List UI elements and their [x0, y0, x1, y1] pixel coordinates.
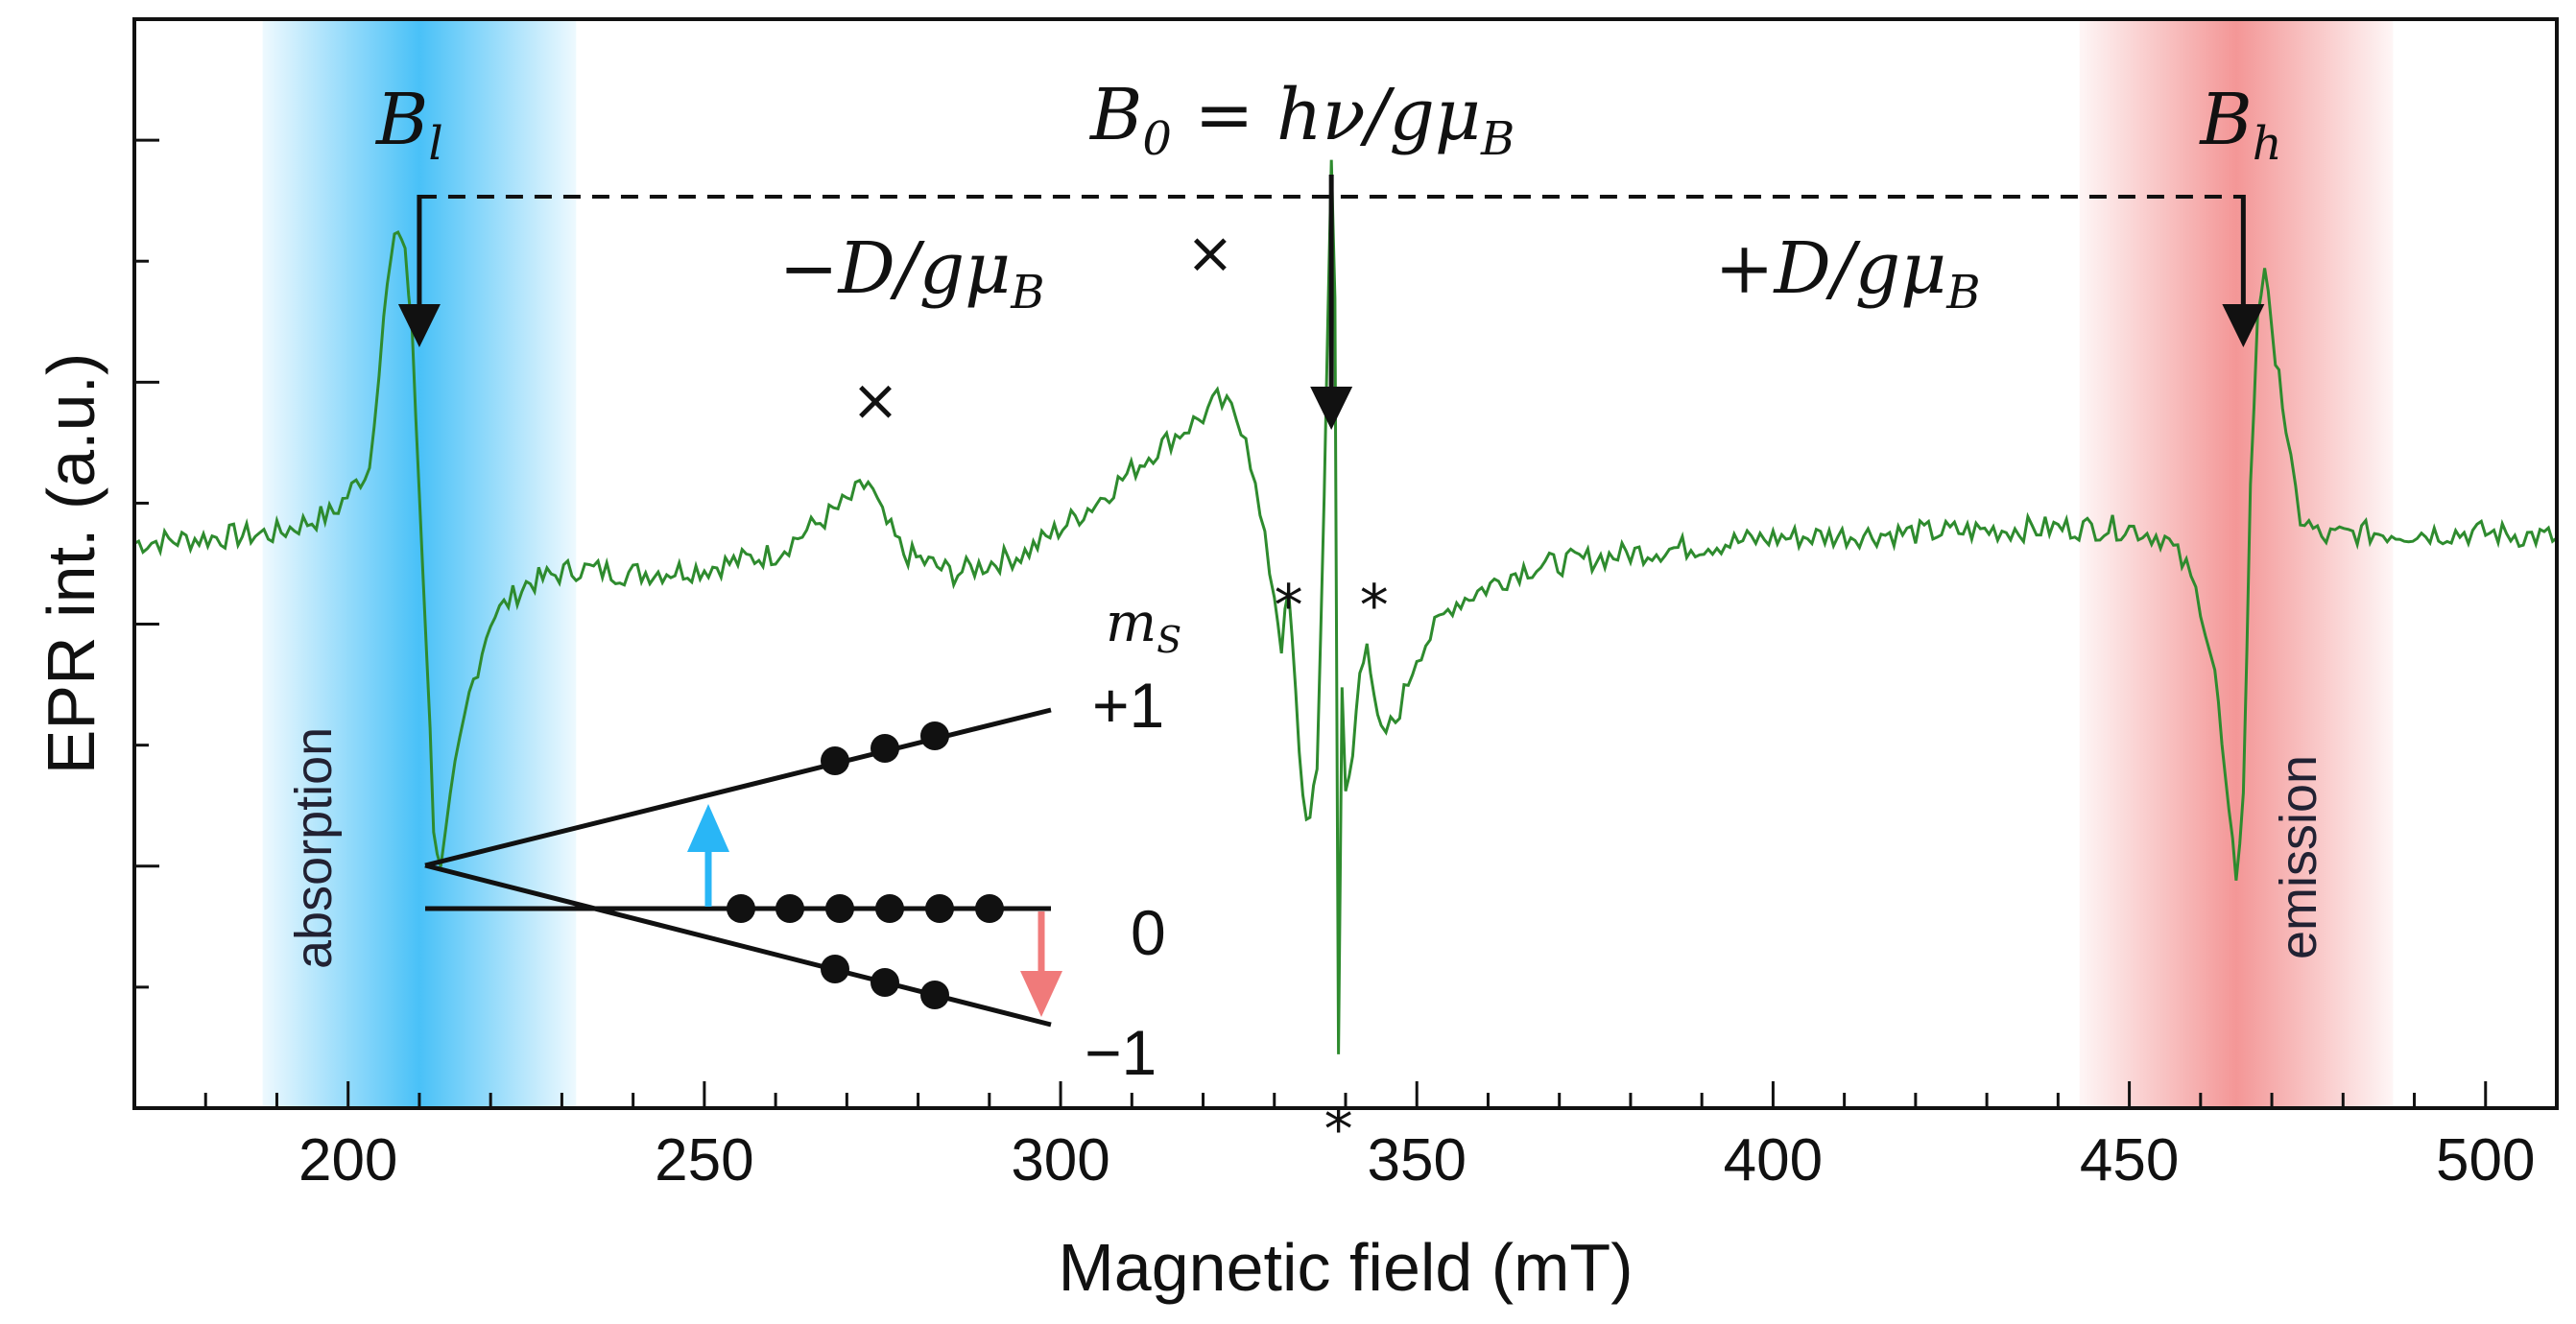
arrow-head [397, 304, 441, 347]
x-tick-label: 450 [2080, 1127, 2179, 1194]
level-label-minus1: −1 [1085, 1017, 1157, 1088]
emission-band [2079, 21, 2394, 1106]
population-dot [975, 894, 1004, 923]
absorption-label: absorption [285, 727, 343, 969]
population-dot [871, 968, 899, 997]
label-B-high: Bh [2198, 79, 2281, 171]
population-dot [925, 894, 954, 923]
energy-level-diagram: mS +1 0 −1 [424, 592, 1181, 1088]
population-dot [775, 894, 804, 923]
peak-markers: ××* ** [851, 220, 1389, 1164]
plot-frame [132, 17, 2559, 1110]
axis-ticks [134, 138, 2559, 1108]
y-axis-title: EPR int. (a.u.) [34, 353, 108, 775]
x-tick-label: 300 [1011, 1127, 1109, 1194]
population-dot [821, 746, 849, 775]
cross-marker: × [1186, 220, 1234, 287]
star-marker: * [1275, 573, 1303, 640]
population-dot [920, 721, 949, 750]
arrow-head [2222, 304, 2265, 347]
population-dot [875, 894, 904, 923]
cross-marker: × [851, 367, 899, 435]
absorption-arrowhead [687, 804, 729, 852]
star-marker: * [1360, 573, 1389, 640]
x-axis-title: Magnetic field (mT) [1058, 1230, 1633, 1305]
resonance-arrows [397, 175, 2265, 430]
emission-label: emission [2270, 755, 2327, 959]
emission-arrowhead [1020, 971, 1062, 1017]
x-tick-label: 350 [1368, 1127, 1467, 1194]
population-dot [727, 894, 755, 923]
population-dot [920, 981, 949, 1009]
x-tick-label: 500 [2436, 1127, 2535, 1194]
population-dot [871, 734, 899, 763]
x-tick-label: 250 [655, 1127, 753, 1194]
epr-trace [133, 159, 2558, 1054]
ms-axis-label: mS [1106, 592, 1181, 661]
label-minus-D: −D/gμB [778, 227, 1044, 319]
label-B-zero: B0 = hν/gμB [1088, 74, 1515, 166]
population-dot [821, 955, 849, 983]
arrow-head [1310, 387, 1353, 430]
x-tick-label: 400 [1724, 1127, 1823, 1194]
x-tick-label: 200 [298, 1127, 397, 1194]
label-B-low: Bl [374, 79, 443, 171]
x-tick-labels: 200 250 300 350 400 450 500 [298, 1127, 2536, 1194]
population-dot [825, 894, 854, 923]
label-plus-D: +D/gμB [1714, 227, 1980, 319]
level-label-zero: 0 [1131, 897, 1166, 968]
level-label-plus1: +1 [1092, 670, 1164, 741]
